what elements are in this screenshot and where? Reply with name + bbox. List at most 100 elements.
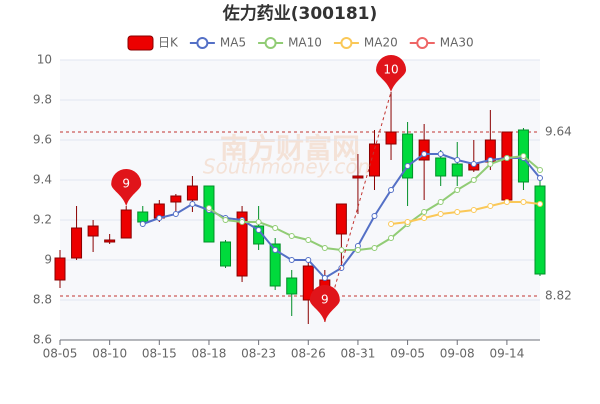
mark-line-label: 9.64 xyxy=(545,125,572,139)
candle-body xyxy=(71,227,83,259)
candle-body xyxy=(501,131,513,201)
ma-point xyxy=(172,211,179,217)
x-tick-label: 08-31 xyxy=(340,347,375,361)
mark-pin: 9 xyxy=(111,169,142,206)
ma-point xyxy=(272,225,279,231)
ma-point xyxy=(156,215,163,221)
candle-body xyxy=(352,175,364,179)
ma-point xyxy=(404,219,411,225)
y-tick-label: 10 xyxy=(37,53,52,67)
candle-body xyxy=(302,265,314,301)
ma-point xyxy=(470,161,477,167)
pin-shape xyxy=(309,285,340,322)
legend-item: MA20 xyxy=(333,36,398,50)
x-tick-label: 08-18 xyxy=(192,347,227,361)
ma-point xyxy=(470,177,477,183)
x-tick-label: 08-05 xyxy=(43,347,78,361)
y-tick-label: 9.8 xyxy=(33,93,52,107)
mark-pin: 10 xyxy=(376,55,407,92)
ma-point xyxy=(205,205,212,211)
candle-body xyxy=(220,241,232,267)
ma-point xyxy=(139,221,146,227)
ma-point xyxy=(189,201,196,207)
plot-background xyxy=(60,60,540,340)
legend-label: 日K xyxy=(158,36,179,50)
candle-body xyxy=(269,243,281,287)
y-tick-label: 8.6 xyxy=(33,333,52,347)
y-tick-label: 9.4 xyxy=(33,173,52,187)
ma-point xyxy=(404,163,411,169)
x-tick-label: 09-14 xyxy=(489,347,524,361)
legend-item: 日K xyxy=(127,35,179,51)
trend-line xyxy=(324,91,392,323)
candle-body xyxy=(120,209,132,239)
ma-point xyxy=(371,245,378,251)
x-tick-label: 08-15 xyxy=(142,347,177,361)
candle-body xyxy=(418,139,430,161)
legend-label: MA5 xyxy=(220,36,246,50)
ma-point xyxy=(255,227,262,233)
x-tick-label: 09-05 xyxy=(390,347,425,361)
pin-shape xyxy=(376,55,407,92)
ma-point xyxy=(388,187,395,193)
pin-shape xyxy=(111,169,142,206)
legend-swatch-dot xyxy=(416,37,429,49)
watermark-sub: Southmoney.com xyxy=(203,155,377,179)
mark-line-label: 8.82 xyxy=(545,289,572,303)
legend-swatch xyxy=(127,35,154,51)
candle-body xyxy=(104,239,116,243)
candle-body xyxy=(286,277,298,295)
ma-point xyxy=(537,167,543,173)
ma-point xyxy=(239,219,246,225)
x-tick-label: 08-26 xyxy=(291,347,326,361)
ma-point xyxy=(520,153,527,159)
candle-body xyxy=(435,157,447,177)
y-tick-label: 8.8 xyxy=(33,293,52,307)
pin-label: 9 xyxy=(321,293,329,307)
ma-point xyxy=(454,187,461,193)
ma-point xyxy=(272,247,279,253)
candle-body xyxy=(335,203,347,235)
ma-point xyxy=(520,199,527,205)
ma-point xyxy=(503,155,510,161)
ma-point xyxy=(454,157,461,163)
legend-swatch-dot xyxy=(264,37,277,49)
legend-label: MA20 xyxy=(364,36,398,50)
ma-point xyxy=(255,219,262,225)
ma-point xyxy=(388,221,395,227)
legend-label: MA30 xyxy=(440,36,474,50)
legend-item: MA30 xyxy=(409,36,474,50)
ma-point xyxy=(354,247,361,253)
x-tick-label: 08-10 xyxy=(92,347,127,361)
ma-point xyxy=(288,257,295,263)
candle-body xyxy=(236,211,248,277)
legend-label: MA10 xyxy=(288,36,322,50)
ma-point xyxy=(421,151,428,157)
candle-body xyxy=(137,211,149,223)
legend-swatch-dot xyxy=(340,37,353,49)
ma-point xyxy=(454,209,461,215)
ma-line xyxy=(390,201,541,225)
ma-point xyxy=(470,207,477,213)
ma-point xyxy=(321,245,328,251)
mark-pin: 9 xyxy=(309,285,340,322)
y-tick-label: 9 xyxy=(44,253,52,267)
ma-point xyxy=(338,247,345,253)
candle-body xyxy=(385,131,397,145)
candle-body xyxy=(186,185,198,201)
ma-point xyxy=(487,161,494,167)
candle-body xyxy=(54,257,66,281)
ma-point xyxy=(437,199,444,205)
ma-point xyxy=(421,215,428,221)
candle-body xyxy=(534,185,546,275)
ma-point xyxy=(388,235,395,241)
candle-body xyxy=(368,143,380,177)
ma-point xyxy=(222,217,229,223)
ma-point xyxy=(437,211,444,217)
candle-body xyxy=(402,133,414,179)
ma-point xyxy=(305,257,312,263)
ma-point xyxy=(288,233,295,239)
candle-body xyxy=(87,225,99,237)
pin-label: 10 xyxy=(383,63,398,77)
